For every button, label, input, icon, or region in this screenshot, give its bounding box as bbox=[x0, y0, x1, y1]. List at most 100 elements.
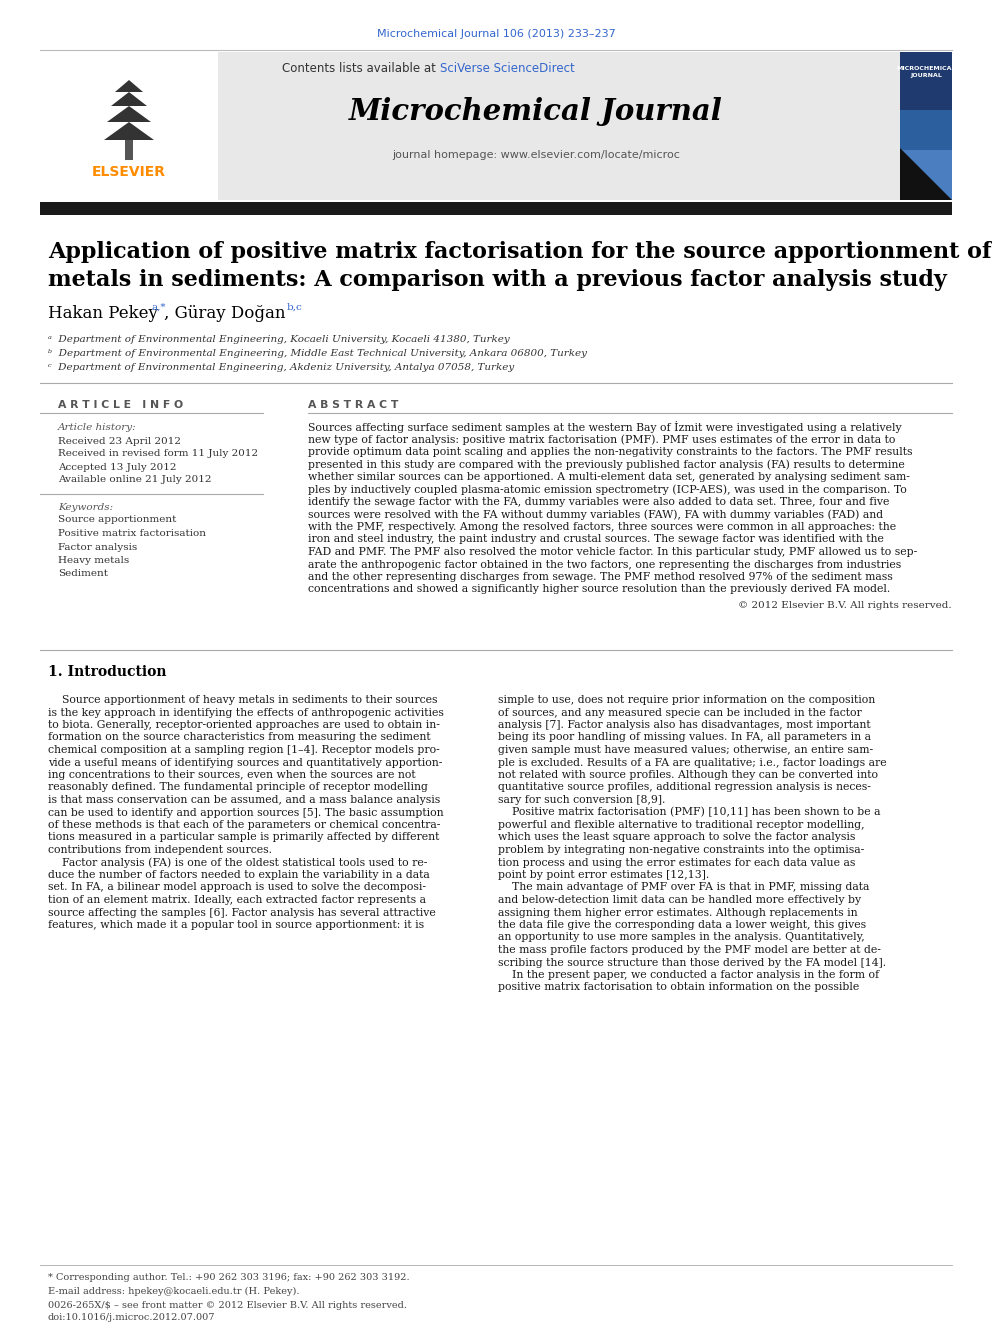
Text: chemical composition at a sampling region [1–4]. Receptor models pro-: chemical composition at a sampling regio… bbox=[48, 745, 439, 755]
Text: given sample must have measured values; otherwise, an entire sam-: given sample must have measured values; … bbox=[498, 745, 873, 755]
Text: FAD and PMF. The PMF also resolved the motor vehicle factor. In this particular : FAD and PMF. The PMF also resolved the m… bbox=[308, 546, 918, 557]
Text: formation on the source characteristics from measuring the sediment: formation on the source characteristics … bbox=[48, 733, 431, 742]
Text: ples by inductively coupled plasma-atomic emission spectrometry (ICP-AES), was u: ples by inductively coupled plasma-atomi… bbox=[308, 484, 907, 495]
Bar bbox=[900, 52, 952, 200]
Bar bbox=[40, 202, 952, 216]
Text: Article history:: Article history: bbox=[58, 422, 137, 431]
Text: presented in this study are compared with the previously published factor analys: presented in this study are compared wit… bbox=[308, 459, 905, 470]
Text: A B S T R A C T: A B S T R A C T bbox=[308, 400, 399, 410]
Text: Hakan Pekey: Hakan Pekey bbox=[48, 306, 163, 323]
Polygon shape bbox=[107, 106, 151, 122]
Text: is that mass conservation can be assumed, and a mass balance analysis: is that mass conservation can be assumed… bbox=[48, 795, 440, 804]
Text: an opportunity to use more samples in the analysis. Quantitatively,: an opportunity to use more samples in th… bbox=[498, 933, 865, 942]
Text: point by point error estimates [12,13].: point by point error estimates [12,13]. bbox=[498, 871, 709, 880]
Text: journal homepage: www.elsevier.com/locate/microc: journal homepage: www.elsevier.com/locat… bbox=[392, 149, 680, 160]
Text: which uses the least square approach to solve the factor analysis: which uses the least square approach to … bbox=[498, 832, 855, 843]
Text: ELSEVIER: ELSEVIER bbox=[92, 165, 166, 179]
Text: Factor analysis (FA) is one of the oldest statistical tools used to re-: Factor analysis (FA) is one of the oldes… bbox=[48, 857, 428, 868]
Text: © 2012 Elsevier B.V. All rights reserved.: © 2012 Elsevier B.V. All rights reserved… bbox=[738, 602, 952, 610]
Text: provide optimum data point scaling and applies the non-negativity constraints to: provide optimum data point scaling and a… bbox=[308, 447, 913, 456]
Text: MICROCHEMICAL: MICROCHEMICAL bbox=[896, 66, 955, 70]
Text: ᵇ  Department of Environmental Engineering, Middle East Technical University, An: ᵇ Department of Environmental Engineerin… bbox=[48, 349, 587, 359]
Text: A R T I C L E   I N F O: A R T I C L E I N F O bbox=[58, 400, 184, 410]
Text: tion of an element matrix. Ideally, each extracted factor represents a: tion of an element matrix. Ideally, each… bbox=[48, 894, 426, 905]
Text: ing concentrations to their sources, even when the sources are not: ing concentrations to their sources, eve… bbox=[48, 770, 416, 781]
Polygon shape bbox=[104, 122, 154, 140]
Text: 0026-265X/$ – see front matter © 2012 Elsevier B.V. All rights reserved.: 0026-265X/$ – see front matter © 2012 El… bbox=[48, 1302, 407, 1311]
Text: sary for such conversion [8,9].: sary for such conversion [8,9]. bbox=[498, 795, 666, 804]
Text: ᵃ  Department of Environmental Engineering, Kocaeli University, Kocaeli 41380, T: ᵃ Department of Environmental Engineerin… bbox=[48, 336, 510, 344]
Text: can be used to identify and apportion sources [5]. The basic assumption: can be used to identify and apportion so… bbox=[48, 807, 443, 818]
Text: concentrations and showed a significantly higher source resolution than the prev: concentrations and showed a significantl… bbox=[308, 585, 890, 594]
Bar bbox=[900, 110, 952, 200]
Text: doi:10.1016/j.microc.2012.07.007: doi:10.1016/j.microc.2012.07.007 bbox=[48, 1312, 215, 1322]
Text: Contents lists available at: Contents lists available at bbox=[283, 61, 440, 74]
Text: Positive matrix factorisation: Positive matrix factorisation bbox=[58, 529, 206, 538]
Bar bbox=[40, 52, 952, 200]
Text: , Güray Doğan: , Güray Doğan bbox=[164, 306, 291, 323]
Text: assigning them higher error estimates. Although replacements in: assigning them higher error estimates. A… bbox=[498, 908, 858, 917]
Text: Received in revised form 11 July 2012: Received in revised form 11 July 2012 bbox=[58, 450, 258, 459]
Text: and the other representing discharges from sewage. The PMF method resolved 97% o: and the other representing discharges fr… bbox=[308, 572, 893, 582]
Text: JOURNAL: JOURNAL bbox=[910, 74, 942, 78]
Text: powerful and flexible alternative to traditional receptor modelling,: powerful and flexible alternative to tra… bbox=[498, 820, 865, 830]
Text: the mass profile factors produced by the PMF model are better at de-: the mass profile factors produced by the… bbox=[498, 945, 881, 955]
Text: set. In FA, a bilinear model approach is used to solve the decomposi-: set. In FA, a bilinear model approach is… bbox=[48, 882, 426, 893]
Text: E-mail address: hpekey@kocaeli.edu.tr (H. Pekey).: E-mail address: hpekey@kocaeli.edu.tr (H… bbox=[48, 1286, 300, 1295]
Text: problem by integrating non-negative constraints into the optimisa-: problem by integrating non-negative cons… bbox=[498, 845, 864, 855]
Text: ᶜ  Department of Environmental Engineering, Akdeniz University, Antalya 07058, T: ᶜ Department of Environmental Engineerin… bbox=[48, 364, 514, 373]
Text: Sources affecting surface sediment samples at the western Bay of İzmit were inve: Sources affecting surface sediment sampl… bbox=[308, 421, 902, 433]
Text: of sources, and any measured specie can be included in the factor: of sources, and any measured specie can … bbox=[498, 708, 862, 717]
Text: reasonably defined. The fundamental principle of receptor modelling: reasonably defined. The fundamental prin… bbox=[48, 782, 428, 792]
Text: Application of positive matrix factorisation for the source apportionment of hea: Application of positive matrix factorisa… bbox=[48, 241, 992, 263]
Text: vide a useful means of identifying sources and quantitatively apportion-: vide a useful means of identifying sourc… bbox=[48, 758, 442, 767]
Text: identify the sewage factor with the FA, dummy variables were also added to data : identify the sewage factor with the FA, … bbox=[308, 497, 890, 507]
Text: Accepted 13 July 2012: Accepted 13 July 2012 bbox=[58, 463, 177, 471]
Text: being its poor handling of missing values. In FA, all parameters in a: being its poor handling of missing value… bbox=[498, 733, 871, 742]
Text: metals in sediments: A comparison with a previous factor analysis study: metals in sediments: A comparison with a… bbox=[48, 269, 947, 291]
Text: iron and steel industry, the paint industry and crustal sources. The sewage fact: iron and steel industry, the paint indus… bbox=[308, 534, 884, 545]
Text: SciVerse ScienceDirect: SciVerse ScienceDirect bbox=[440, 61, 574, 74]
Text: The main advantage of PMF over FA is that in PMF, missing data: The main advantage of PMF over FA is tha… bbox=[498, 882, 869, 893]
Text: of these methods is that each of the parameters or chemical concentra-: of these methods is that each of the par… bbox=[48, 820, 440, 830]
Text: contributions from independent sources.: contributions from independent sources. bbox=[48, 845, 272, 855]
Text: scribing the source structure than those derived by the FA model [14].: scribing the source structure than those… bbox=[498, 958, 886, 967]
Text: to biota. Generally, receptor-oriented approaches are used to obtain in-: to biota. Generally, receptor-oriented a… bbox=[48, 720, 439, 730]
Text: * Corresponding author. Tel.: +90 262 303 3196; fax: +90 262 303 3192.: * Corresponding author. Tel.: +90 262 30… bbox=[48, 1274, 410, 1282]
Polygon shape bbox=[115, 79, 143, 93]
Text: Microchemical Journal: Microchemical Journal bbox=[349, 98, 723, 127]
Bar bbox=[125, 140, 133, 160]
Polygon shape bbox=[900, 148, 952, 200]
Text: tion process and using the error estimates for each data value as: tion process and using the error estimat… bbox=[498, 857, 855, 868]
Text: Factor analysis: Factor analysis bbox=[58, 542, 137, 552]
Text: Available online 21 July 2012: Available online 21 July 2012 bbox=[58, 475, 211, 484]
Text: tions measured in a particular sample is primarily affected by different: tions measured in a particular sample is… bbox=[48, 832, 439, 843]
Text: Microchemical Journal 106 (2013) 233–237: Microchemical Journal 106 (2013) 233–237 bbox=[377, 29, 615, 38]
Text: quantitative source profiles, additional regression analysis is neces-: quantitative source profiles, additional… bbox=[498, 782, 871, 792]
Text: b,c: b,c bbox=[287, 303, 303, 311]
Text: ple is excluded. Results of a FA are qualitative; i.e., factor loadings are: ple is excluded. Results of a FA are qua… bbox=[498, 758, 887, 767]
Text: and below-detection limit data can be handled more effectively by: and below-detection limit data can be ha… bbox=[498, 894, 861, 905]
Text: Sediment: Sediment bbox=[58, 569, 108, 578]
Text: sources were resolved with the FA without dummy variables (FAW), FA with dummy v: sources were resolved with the FA withou… bbox=[308, 509, 883, 520]
Text: Keywords:: Keywords: bbox=[58, 503, 113, 512]
Bar bbox=[900, 149, 952, 200]
Text: is the key approach in identifying the effects of anthropogenic activities: is the key approach in identifying the e… bbox=[48, 708, 443, 717]
Text: the data file give the corresponding data a lower weight, this gives: the data file give the corresponding dat… bbox=[498, 919, 866, 930]
Text: arate the anthropogenic factor obtained in the two factors, one representing the: arate the anthropogenic factor obtained … bbox=[308, 560, 902, 569]
Text: whether similar sources can be apportioned. A multi-element data set, generated : whether similar sources can be apportion… bbox=[308, 472, 910, 482]
Text: simple to use, does not require prior information on the composition: simple to use, does not require prior in… bbox=[498, 695, 875, 705]
Text: 1. Introduction: 1. Introduction bbox=[48, 665, 167, 679]
Text: a,*: a,* bbox=[151, 303, 166, 311]
Text: analysis [7]. Factor analysis also has disadvantages, most important: analysis [7]. Factor analysis also has d… bbox=[498, 720, 871, 730]
Text: Positive matrix factorisation (PMF) [10,11] has been shown to be a: Positive matrix factorisation (PMF) [10,… bbox=[498, 807, 881, 818]
Text: duce the number of factors needed to explain the variability in a data: duce the number of factors needed to exp… bbox=[48, 871, 430, 880]
Bar bbox=[40, 52, 218, 200]
Text: not related with source profiles. Although they can be converted into: not related with source profiles. Althou… bbox=[498, 770, 878, 781]
Text: In the present paper, we conducted a factor analysis in the form of: In the present paper, we conducted a fac… bbox=[498, 970, 879, 980]
Text: with the PMF, respectively. Among the resolved factors, three sources were commo: with the PMF, respectively. Among the re… bbox=[308, 523, 896, 532]
Text: Received 23 April 2012: Received 23 April 2012 bbox=[58, 437, 181, 446]
Text: Source apportionment of heavy metals in sediments to their sources: Source apportionment of heavy metals in … bbox=[48, 695, 437, 705]
Polygon shape bbox=[111, 93, 147, 106]
Text: new type of factor analysis: positive matrix factorisation (PMF). PMF uses estim: new type of factor analysis: positive ma… bbox=[308, 434, 896, 445]
